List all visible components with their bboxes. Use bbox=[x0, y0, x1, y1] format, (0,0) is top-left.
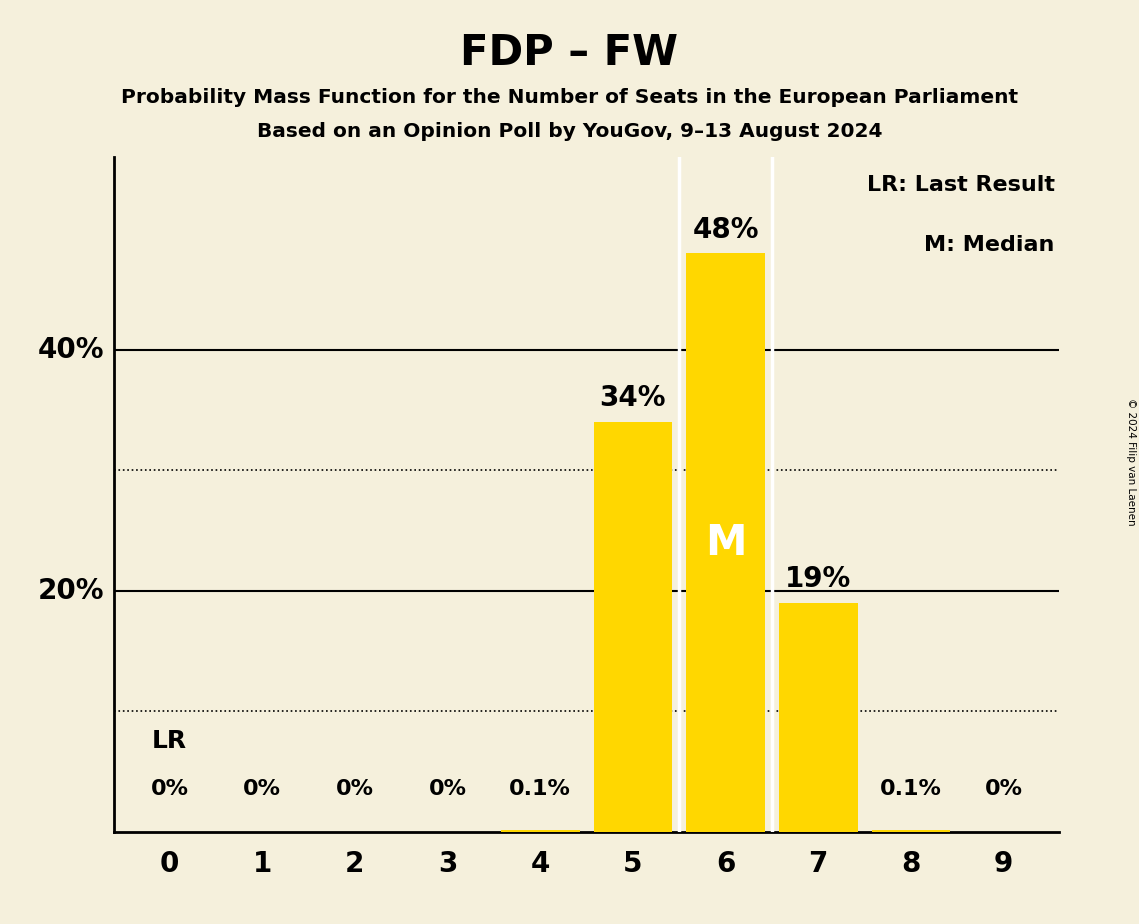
Bar bbox=[779, 602, 858, 832]
Text: 0%: 0% bbox=[150, 780, 189, 799]
Text: 34%: 34% bbox=[599, 384, 666, 412]
Text: 19%: 19% bbox=[785, 565, 852, 593]
Bar bbox=[501, 831, 580, 832]
Bar bbox=[593, 422, 672, 832]
Text: 0.1%: 0.1% bbox=[880, 780, 942, 799]
Text: 0%: 0% bbox=[428, 780, 467, 799]
Text: FDP – FW: FDP – FW bbox=[460, 32, 679, 74]
Text: M: M bbox=[705, 521, 746, 564]
Bar bbox=[871, 831, 950, 832]
Text: Based on an Opinion Poll by YouGov, 9–13 August 2024: Based on an Opinion Poll by YouGov, 9–13… bbox=[256, 122, 883, 141]
Text: LR: LR bbox=[151, 729, 187, 753]
Bar bbox=[686, 253, 765, 832]
Text: LR: Last Result: LR: Last Result bbox=[867, 176, 1055, 195]
Text: © 2024 Filip van Laenen: © 2024 Filip van Laenen bbox=[1126, 398, 1136, 526]
Text: 40%: 40% bbox=[38, 335, 105, 364]
Text: 20%: 20% bbox=[38, 577, 105, 604]
Text: 0%: 0% bbox=[244, 780, 281, 799]
Text: 0.1%: 0.1% bbox=[509, 780, 571, 799]
Text: 0%: 0% bbox=[336, 780, 374, 799]
Text: M: Median: M: Median bbox=[924, 236, 1055, 255]
Text: Probability Mass Function for the Number of Seats in the European Parliament: Probability Mass Function for the Number… bbox=[121, 88, 1018, 107]
Text: 0%: 0% bbox=[984, 780, 1023, 799]
Text: 48%: 48% bbox=[693, 216, 759, 244]
